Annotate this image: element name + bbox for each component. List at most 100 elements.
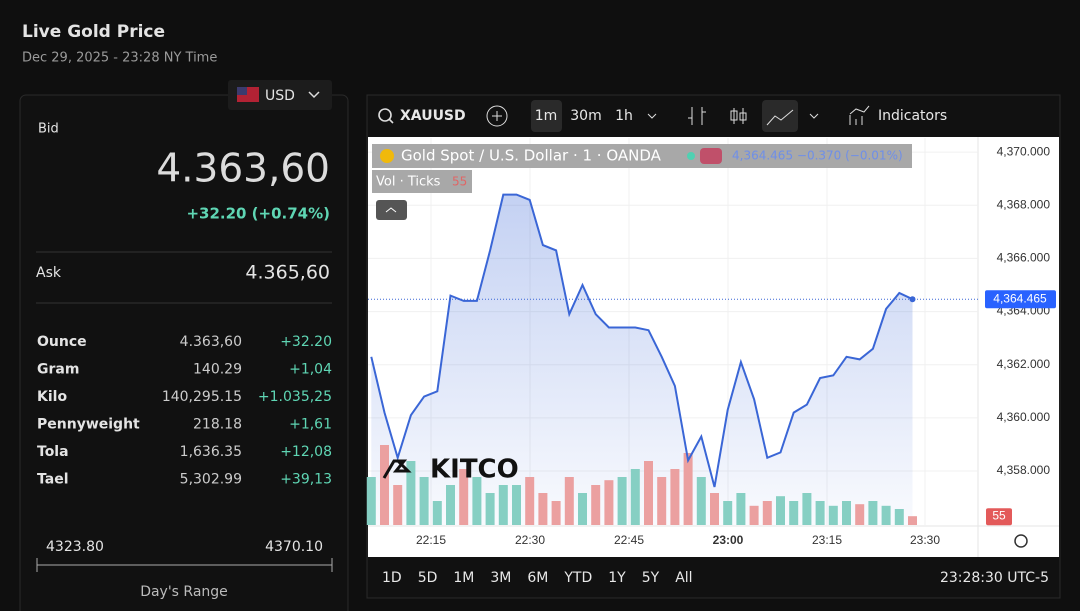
range-button[interactable]: 3M [490,570,511,586]
collapse-icon [385,207,397,213]
range-button[interactable]: 5Y [642,570,660,586]
x-tick-label: 23:15 [812,533,842,547]
volume-bar [855,504,865,525]
ask-price: 4.365,60 [245,262,330,284]
range-button[interactable]: 1D [382,570,402,586]
unit-name: Gram [37,362,79,378]
interval[interactable]: 30m [570,108,601,124]
volume-bar [815,501,825,525]
volume-bar [551,501,561,525]
symbol[interactable]: XAUUSD [400,108,466,124]
volume-bar [485,493,495,525]
status-badge [700,148,722,164]
add-symbol[interactable] [486,105,508,127]
range-button[interactable]: YTD [563,570,592,586]
bid-price: 4.363,60 [156,147,330,192]
range-button[interactable]: 1M [453,570,474,586]
volume-bar [802,493,812,525]
area-active[interactable] [762,100,798,132]
indicators-button[interactable]: Indicators [878,108,947,124]
volume-legend-value: 55 [452,175,467,189]
chevron [308,91,320,99]
interval-active [531,100,562,132]
timestamp: Dec 29, 2025 - 23:28 NY Time [22,51,217,66]
x-tick-label: 23:00 [713,533,744,547]
settings-icon[interactable] [1014,534,1028,548]
unit-price: 140,295.15 [162,389,242,405]
volume-bar [908,516,917,525]
unit-change: +1.035,25 [258,389,332,405]
volume-bar [630,469,640,525]
volume-bar [393,485,403,525]
volume-bar [644,461,653,525]
volume-bar [789,501,799,525]
volume-bar [578,493,587,525]
volume-bar [432,501,442,525]
y-tick-label: 4,362.000 [997,357,1051,371]
range-label: Day's Range [140,584,228,600]
candles-icon [730,110,738,121]
y-tick-label: 4,370.000 [997,144,1051,158]
volume-bar [446,485,455,525]
legend-box [372,144,912,168]
last-price-label: 4,364.465 [993,291,1047,305]
search-icon [388,118,394,124]
price-line [370,193,913,488]
legend-values: 4,364.465 −0.370 (−0.01%) [732,149,903,163]
last-point [909,296,916,303]
x-tick-label: 23:30 [910,533,940,547]
range-button[interactable]: 1Y [608,570,626,586]
volume-bar [604,480,614,525]
volume-bar [710,493,719,525]
chevron[interactable] [647,113,819,119]
interval[interactable]: 1h [615,108,633,124]
y-tick-label: 4,366.000 [997,251,1051,265]
range-button[interactable]: 6M [527,570,548,586]
unit-name: Ounce [37,334,87,350]
collapse-button[interactable] [376,200,407,220]
volume-bar [762,501,772,525]
interval[interactable]: 1m [535,108,558,124]
range-button[interactable]: 5D [418,570,438,586]
unit-price: 5,302.99 [180,472,242,488]
volume-bar [406,461,416,525]
range-button[interactable]: All [675,570,692,586]
currency-label: USD [265,88,295,104]
volume-bar [723,501,733,525]
unit-price: 4.363,60 [180,334,242,350]
add-icon [492,111,502,121]
range-high: 4370.10 [265,539,323,555]
y-tick-label: 4,358.000 [997,463,1051,477]
volume-bar [617,477,627,525]
volume-bar [683,453,693,525]
volume-bar [472,477,482,525]
quote-panel [19,94,349,611]
search-icon[interactable] [378,108,392,122]
volume-bar [538,493,548,525]
clock: 23:28:30 UTC-5 [940,570,1049,586]
unit-name: Tola [37,444,69,460]
volume-bar [776,496,785,525]
unit-price: 1,636.35 [180,444,242,460]
bars-icon[interactable] [688,107,706,125]
page-title: Live Gold Price [22,22,165,42]
x-tick-label: 22:45 [614,533,644,547]
range-buttons: 1D 5D 1M 3M 6M YTD 1Y 5Y All [382,570,693,586]
watermark: KITCO [430,455,519,485]
range-low: 4323.80 [46,539,104,555]
volume-bar [842,501,851,525]
x-tick-label: 22:30 [515,533,545,547]
volume-bar [657,477,667,525]
y-tick-label: 4,360.000 [997,410,1051,424]
volume-bar [419,477,429,525]
volume-bar [749,505,759,525]
unit-name: Pennyweight [37,417,140,433]
volume-legend-box [372,170,472,193]
volume-bar [512,485,521,525]
watermark-logo [382,459,412,479]
candles-icon [739,112,747,121]
volume-bar [525,477,535,525]
volume-bar [696,477,706,525]
volume-bar [894,509,904,525]
